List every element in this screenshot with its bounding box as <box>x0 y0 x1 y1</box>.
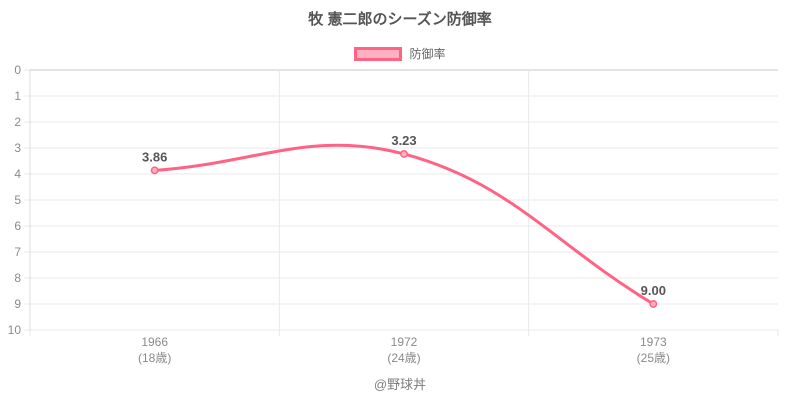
data-point-label: 3.23 <box>391 133 416 148</box>
data-point[interactable] <box>400 150 408 158</box>
chart-title: 牧 憲二郎のシーズン防御率 <box>308 11 492 28</box>
legend-swatch <box>354 46 403 61</box>
y-tick-label: 7 <box>14 245 21 259</box>
y-tick-label: 5 <box>14 193 21 207</box>
y-tick-label: 4 <box>14 167 21 181</box>
x-axis-label-year: 1972 <box>391 335 418 349</box>
y-tick-label: 8 <box>14 271 21 285</box>
y-tick-label: 1 <box>14 89 21 103</box>
y-tick-label: 2 <box>14 115 21 129</box>
legend-label: 防御率 <box>409 47 446 61</box>
y-tick-label: 9 <box>14 297 21 311</box>
y-tick-label: 0 <box>14 63 21 77</box>
x-axis-label-year: 1966 <box>141 335 168 349</box>
x-axis-label-age: (25歳) <box>637 351 670 365</box>
footer-credit: @野球丼 <box>373 377 427 392</box>
data-point-label: 3.86 <box>142 149 167 164</box>
legend: 防御率 <box>0 45 800 62</box>
data-point[interactable] <box>649 300 658 308</box>
y-tick-label: 6 <box>14 219 21 233</box>
x-axis-label-age: (18歳) <box>138 351 171 365</box>
y-tick-label: 10 <box>8 323 22 337</box>
data-point[interactable] <box>150 166 159 175</box>
y-tick-label: 3 <box>14 141 21 155</box>
series-line <box>153 143 655 306</box>
x-axis-label-age: (24歳) <box>387 351 420 365</box>
data-point-label: 9.00 <box>641 283 666 298</box>
legend-item-era[interactable]: 防御率 <box>354 45 446 62</box>
x-axis-label-year: 1973 <box>640 335 667 349</box>
